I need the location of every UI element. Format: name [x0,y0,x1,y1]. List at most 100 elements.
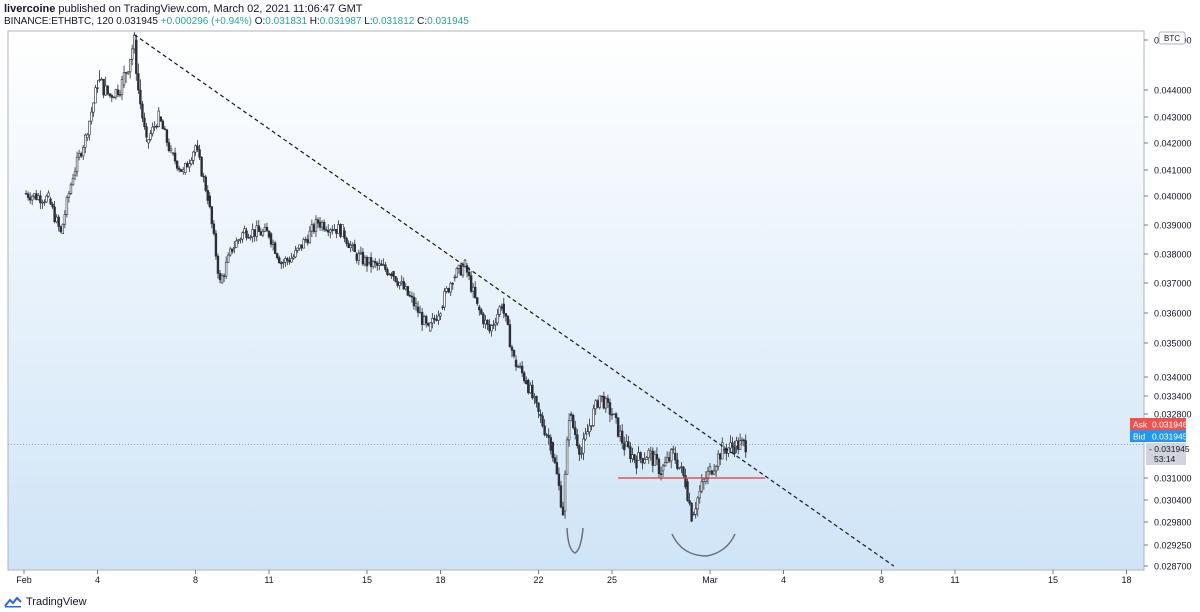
candle-body [545,434,548,436]
candle-body [288,259,291,263]
candle-body [124,72,128,74]
candle-body [435,319,438,321]
y-tick-label: 0.034000 [1154,373,1192,383]
candle-body [378,263,381,266]
candle-body [345,237,348,244]
candle-body [200,157,203,177]
candle-body [690,502,693,522]
candle-body [696,497,699,510]
candle-body [588,425,591,433]
candle-body [633,454,636,461]
candle-body [126,71,130,74]
candle-body [547,435,550,438]
candle-body [680,466,683,468]
candle-body [253,229,256,237]
close-key: C: [417,16,428,27]
candle-body [653,454,657,466]
candle-body [180,169,183,172]
y-tick-label: 0.033400 [1154,392,1192,402]
candle-body [114,89,118,98]
candle-body [149,133,152,140]
candle-body [261,230,265,236]
candle-body [273,242,277,254]
open-value: 0.031831 [265,16,308,27]
candle-body [75,156,79,173]
candle-body [351,243,354,246]
candle-body [106,85,109,94]
change-label: +0.000296 (+0.94%) [160,16,252,27]
candle-body [384,264,387,270]
candle-body [420,311,424,325]
candle-body [155,126,158,128]
candle-body [192,151,195,161]
x-tick-label: 11 [950,575,959,585]
x-tick-label: 15 [1048,575,1058,585]
candle-body [621,430,624,444]
x-tick-label: 11 [264,575,273,585]
candle-body [220,275,224,284]
candle-body [404,286,407,290]
candle-body [224,261,228,277]
candle-body [416,306,420,313]
candle-body [265,227,269,232]
candle-body [531,384,534,399]
candle-body [647,449,650,458]
x-tick-label: 8 [879,575,884,585]
candle-body [692,513,695,516]
candle-body [649,450,652,454]
candle-body [55,216,58,223]
countdown-value: 53:14 [1154,454,1176,464]
candle-body [237,239,240,242]
candle-body [480,309,483,315]
candle-body [400,281,403,284]
candle-body [488,324,491,332]
candle-body [373,261,377,264]
candle-body [461,266,465,276]
candle-body [712,470,716,475]
candle-body [173,152,177,162]
chart-area[interactable]: 0.0450000.0440000.0430000.0420000.041000… [0,28,1200,594]
candle-body [314,219,318,232]
candle-body [602,396,606,409]
candle-body [731,442,734,448]
candle-body [742,439,746,442]
candle-body [486,319,489,325]
tradingview-logo[interactable]: TradingView [4,596,87,608]
candle-body [43,201,46,204]
candle-body [684,475,687,488]
candle-body [296,247,299,251]
y-tick-label: 0.029800 [1154,518,1192,528]
bid-label: Bid [1133,432,1146,442]
x-tick-label: 18 [1121,575,1131,585]
candle-body [606,398,610,403]
candle-body [537,402,540,412]
author-name[interactable]: livercoine [4,3,56,15]
candle-body [153,126,156,128]
candle-body [437,315,440,321]
candle-body [33,193,36,197]
candle-body [302,239,305,249]
candle-body [239,238,242,241]
candle-body [498,306,501,315]
price-chart[interactable]: 0.0450000.0440000.0430000.0420000.041000… [0,28,1200,594]
candle-body [567,420,571,441]
candle-body [339,224,342,237]
candle-body [104,85,107,96]
candle-body [131,48,134,60]
candle-body [92,102,95,113]
candle-body [82,147,85,157]
candle-body [651,450,655,466]
candle-body [59,226,62,233]
candle-body [231,248,234,252]
candle-body [37,195,40,200]
candle-body [735,440,738,447]
candle-body [682,466,685,476]
candle-body [251,229,254,238]
candle-body [331,229,334,231]
candle-body [120,79,124,95]
candle-body [128,59,132,73]
candle-body [118,94,122,96]
candle-body [744,440,747,453]
candle-body [226,254,230,263]
x-tick-label: 4 [781,575,786,585]
